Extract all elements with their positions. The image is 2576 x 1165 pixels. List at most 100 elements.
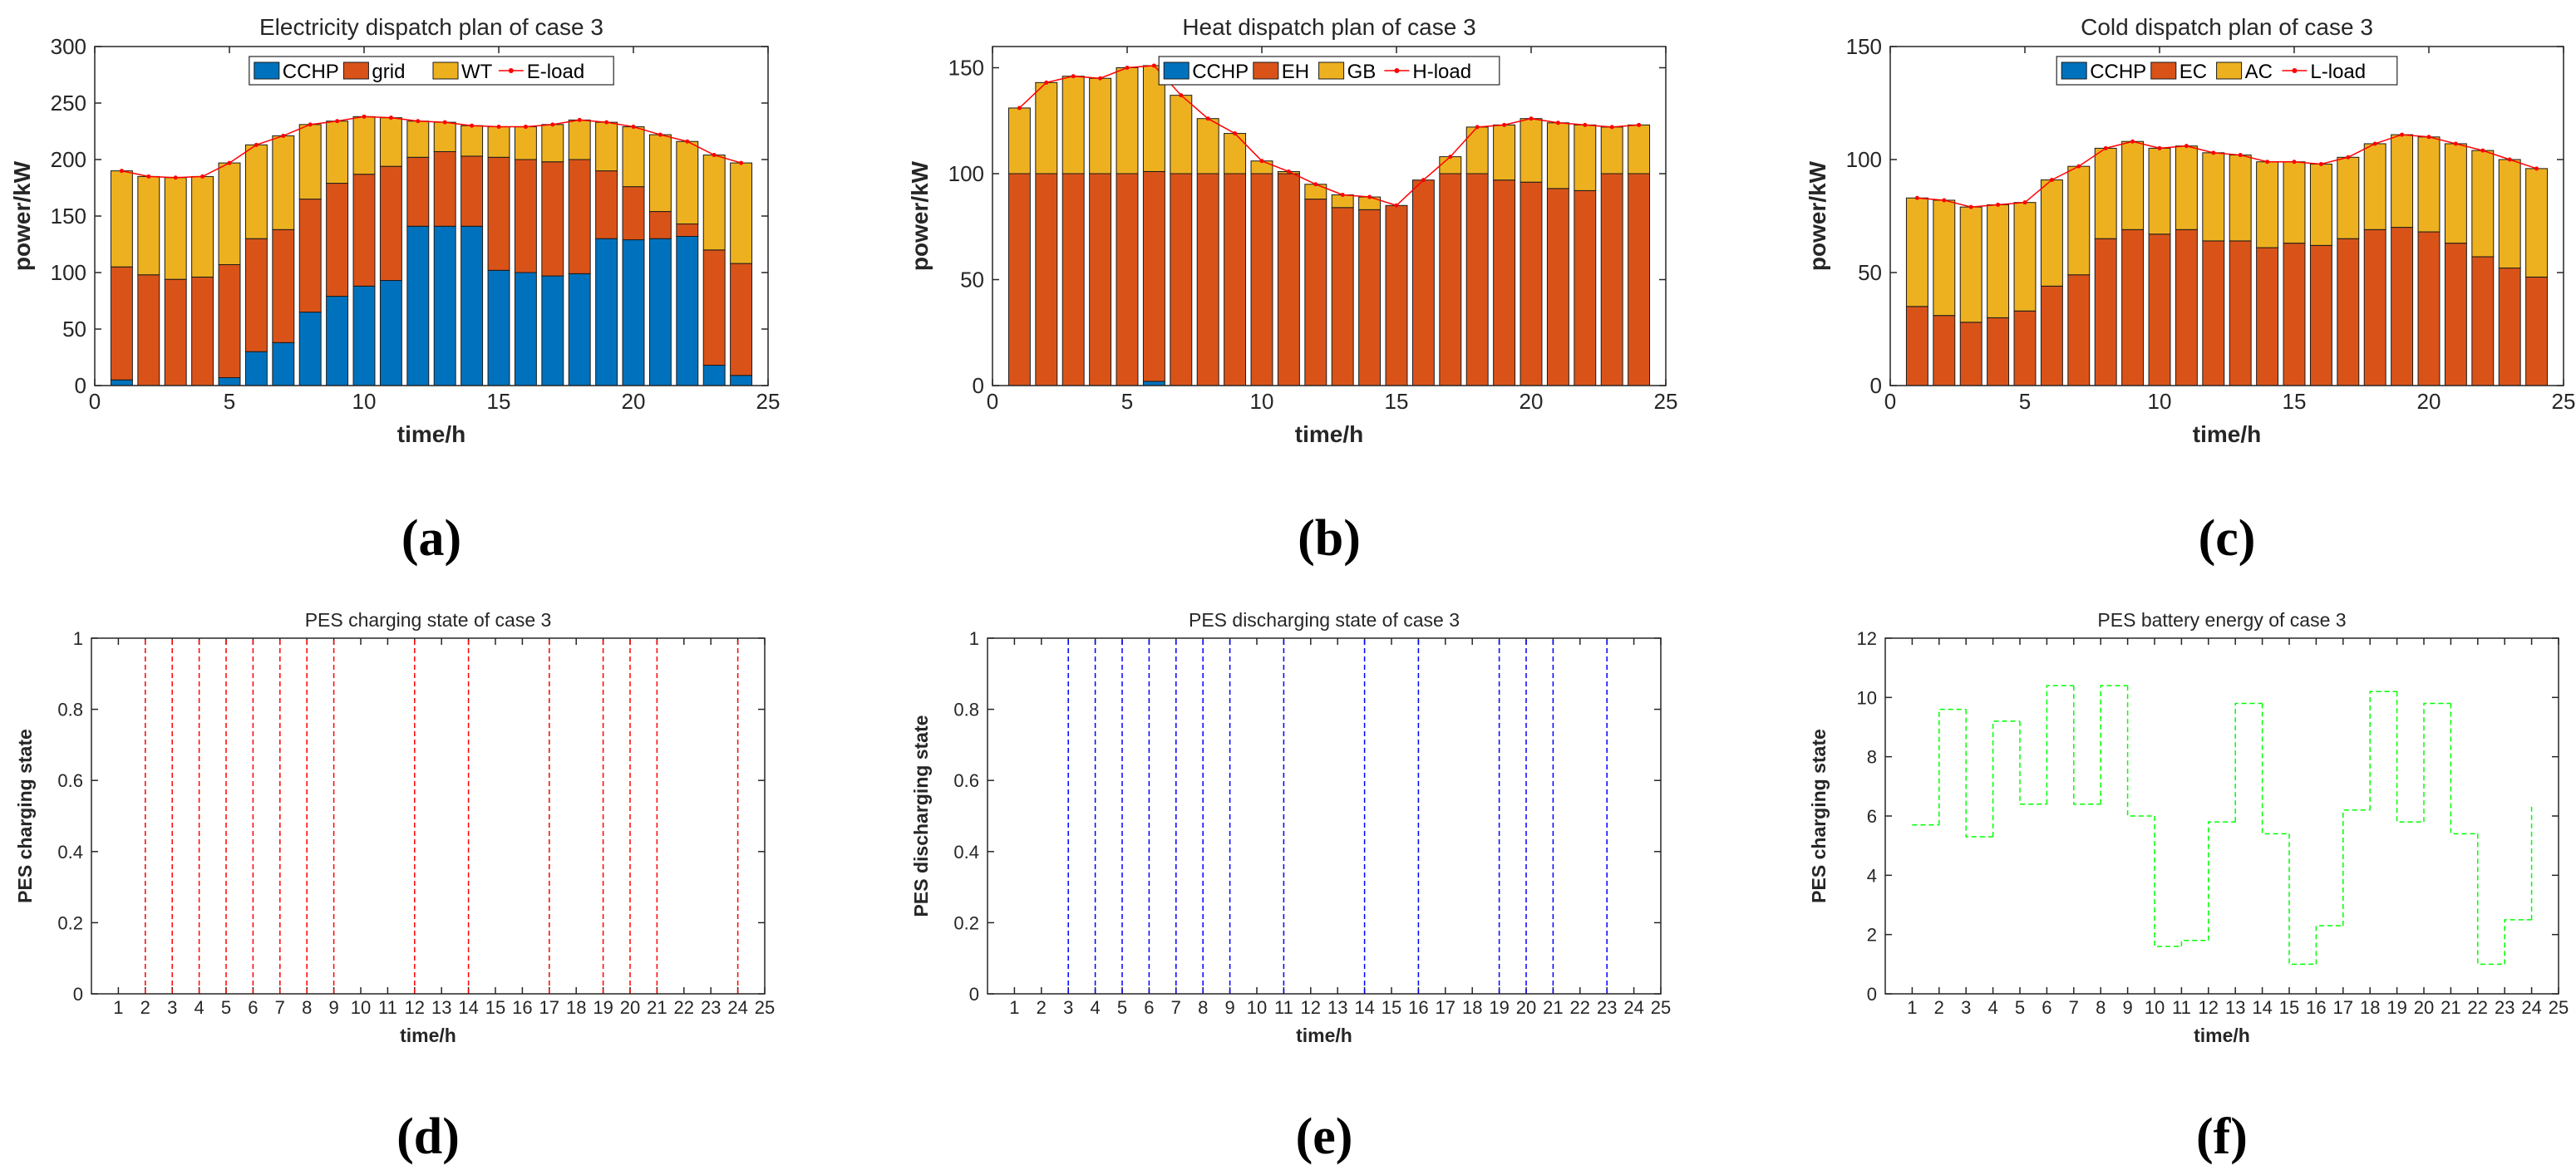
bar-segment bbox=[730, 162, 753, 264]
bar-segment bbox=[2337, 238, 2360, 386]
load-marker bbox=[416, 119, 421, 124]
chart-title: PES charging state of case 3 bbox=[305, 609, 552, 631]
x-tick-label: 19 bbox=[2386, 997, 2406, 1018]
load-marker bbox=[1340, 193, 1345, 197]
x-tick-label: 23 bbox=[2495, 997, 2514, 1018]
bar-segment bbox=[461, 225, 484, 386]
bar-segment bbox=[164, 177, 187, 280]
panel-label: (b) bbox=[1298, 510, 1361, 567]
bar-segment bbox=[1061, 173, 1085, 386]
bar-segment bbox=[244, 351, 268, 386]
bar-segment bbox=[2309, 163, 2332, 246]
bar-segment bbox=[2094, 147, 2117, 239]
x-tick-label: 18 bbox=[566, 997, 586, 1018]
x-tick-label: 13 bbox=[2225, 997, 2245, 1018]
bar-segment bbox=[1439, 173, 1462, 386]
load-marker bbox=[1367, 194, 1372, 199]
x-tick-label: 10 bbox=[1250, 389, 1274, 414]
load-marker bbox=[1017, 106, 1022, 111]
bar-segment bbox=[487, 269, 510, 386]
bar-segment bbox=[1600, 126, 1623, 175]
x-tick-label: 15 bbox=[485, 997, 505, 1018]
bar-segment bbox=[1170, 95, 1193, 175]
bar-segment bbox=[2121, 140, 2145, 230]
bar-segment bbox=[2525, 276, 2549, 386]
y-tick-label: 50 bbox=[960, 268, 984, 292]
y-tick-label: 0.6 bbox=[953, 770, 979, 791]
load-marker bbox=[1637, 122, 1642, 127]
bar-segment bbox=[702, 365, 726, 386]
x-tick-label: 18 bbox=[1462, 997, 1482, 1018]
load-marker bbox=[631, 125, 636, 130]
bar-segment bbox=[379, 165, 402, 282]
y-axis-label: power/kW bbox=[907, 160, 933, 271]
load-marker bbox=[496, 125, 501, 130]
bar-segment bbox=[1933, 315, 1956, 386]
load-marker bbox=[1044, 80, 1049, 85]
y-axis-label: power/kW bbox=[1805, 160, 1830, 271]
bar-segment bbox=[1304, 199, 1327, 386]
bar-segment bbox=[272, 135, 295, 230]
x-tick-label: 25 bbox=[1651, 997, 1671, 1018]
legend-swatch bbox=[432, 61, 459, 80]
bar-segment bbox=[676, 140, 699, 225]
bar-segment bbox=[272, 342, 295, 386]
bar-segment bbox=[110, 266, 133, 381]
panel-label: (f) bbox=[2196, 1108, 2248, 1165]
load-marker bbox=[1098, 76, 1103, 81]
y-axis-label: PES discharging state bbox=[910, 715, 932, 917]
y-tick-label: 0.8 bbox=[953, 700, 979, 720]
y-tick-label: 6 bbox=[1867, 806, 1877, 827]
bar-segment bbox=[1493, 179, 1516, 386]
plot-area bbox=[988, 638, 1661, 994]
load-line bbox=[1917, 134, 2537, 208]
bar-segment bbox=[1411, 179, 1435, 386]
legend-swatch bbox=[2216, 61, 2243, 80]
axes-frame bbox=[91, 637, 766, 995]
x-tick-label: 4 bbox=[1090, 997, 1100, 1018]
bar-segment bbox=[2337, 156, 2360, 239]
x-tick-label: 15 bbox=[487, 389, 511, 414]
load-marker bbox=[1942, 198, 1947, 203]
load-marker bbox=[604, 120, 609, 125]
y-axis-label: PES charging state bbox=[1808, 729, 1830, 903]
bar-segment bbox=[1546, 188, 1569, 386]
legend-label: H-load bbox=[1412, 61, 1471, 83]
bar-segment bbox=[326, 120, 349, 184]
bar-segment bbox=[1574, 124, 1597, 191]
x-axis-label: time/h bbox=[2193, 421, 2261, 447]
x-tick-label: 20 bbox=[2417, 389, 2441, 414]
load-marker bbox=[1555, 120, 1560, 125]
legend-label: AC bbox=[2245, 61, 2273, 83]
x-tick-label: 7 bbox=[2069, 997, 2079, 1018]
bar-segment bbox=[730, 375, 753, 386]
x-tick-label: 4 bbox=[194, 997, 204, 1018]
load-marker bbox=[2480, 148, 2485, 153]
bar-segment bbox=[1519, 118, 1543, 183]
x-tick-label: 16 bbox=[1408, 997, 1428, 1018]
y-tick-label: 150 bbox=[51, 204, 86, 229]
legend-label: EH bbox=[1282, 61, 1309, 83]
bar-segment bbox=[1987, 204, 2010, 318]
bar-segment bbox=[702, 155, 726, 251]
x-tick-label: 25 bbox=[756, 389, 781, 414]
energy-step bbox=[2315, 925, 2343, 965]
bar-segment bbox=[352, 174, 376, 287]
load-marker bbox=[1179, 93, 1184, 98]
y-tick-label: 50 bbox=[1858, 260, 1882, 285]
load-marker bbox=[1583, 122, 1588, 127]
bar-segment bbox=[2471, 150, 2495, 258]
panel-label: (e) bbox=[1296, 1108, 1353, 1165]
bar-segment bbox=[433, 121, 456, 152]
legend-swatch bbox=[1394, 68, 1400, 73]
load-marker bbox=[308, 122, 313, 127]
bar-segment bbox=[1035, 173, 1058, 386]
energy-step bbox=[2154, 816, 2182, 947]
legend-label: L-load bbox=[2310, 61, 2366, 83]
x-axis-label: time/h bbox=[400, 1025, 456, 1046]
bar-segment bbox=[595, 238, 618, 386]
y-tick-label: 50 bbox=[62, 317, 86, 342]
x-tick-label: 9 bbox=[2122, 997, 2132, 1018]
bar-segment bbox=[1116, 67, 1139, 175]
